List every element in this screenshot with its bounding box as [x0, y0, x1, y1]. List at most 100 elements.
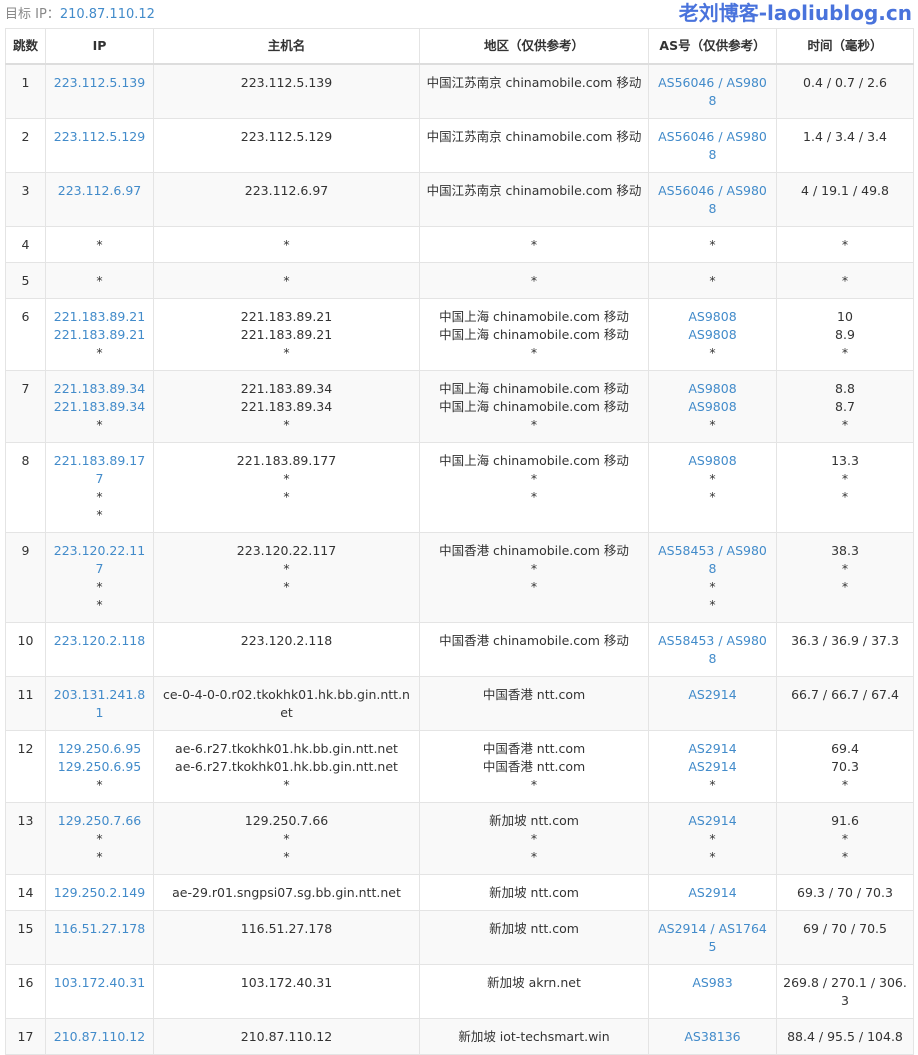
- hop-cell: 4: [5, 226, 46, 263]
- region-cell: 中国江苏南京 chinamobile.com 移动: [419, 172, 649, 227]
- as-link[interactable]: AS56046 / AS9808: [658, 75, 767, 108]
- ip-link[interactable]: 221.183.89.21: [53, 327, 146, 342]
- table-row: 16 103.172.40.31 103.172.40.31 新加坡 akrn.net…: [5, 964, 914, 1019]
- as-link[interactable]: AS56046 / AS9808: [658, 183, 767, 216]
- ip-link[interactable]: 223.120.2.118: [53, 633, 146, 648]
- ip-link[interactable]: 129.250.2.149: [53, 885, 146, 900]
- ip-link[interactable]: 223.112.5.139: [53, 75, 146, 90]
- region-value: *: [530, 831, 538, 846]
- as-link[interactable]: AS38136: [684, 1029, 741, 1044]
- time-cell: 4 / 19.1 / 49.8: [776, 172, 914, 227]
- ip-link[interactable]: 223.120.22.117: [53, 543, 146, 576]
- hop-cell: 5: [5, 262, 46, 299]
- as-value: *: [709, 273, 716, 288]
- time-value: 269.8 / 270.1 / 306.3: [783, 975, 907, 1008]
- table-row: 8 221.183.89.177 * * 221.183.89.177 * * 中国上海 ch…: [5, 442, 914, 533]
- as-link[interactable]: AS9808: [688, 381, 737, 396]
- as-link[interactable]: AS2914 / AS17645: [658, 921, 767, 954]
- time-value: 38.3: [831, 543, 859, 558]
- ip-link[interactable]: 223.112.5.129: [53, 129, 146, 144]
- target-ip-link[interactable]: 210.87.110.12: [59, 7, 155, 22]
- as-value: *: [709, 597, 716, 612]
- ip-cell: *: [45, 226, 154, 263]
- header-region: 地区（仅供参考）: [419, 28, 649, 65]
- time-cell: 36.3 / 36.9 / 37.3: [776, 622, 914, 677]
- ip-link[interactable]: 221.183.89.34: [53, 381, 146, 396]
- ip-value: *: [96, 345, 103, 360]
- ip-link[interactable]: 223.112.6.97: [57, 183, 142, 198]
- ip-link[interactable]: 203.131.241.81: [53, 687, 146, 720]
- as-link[interactable]: AS2914: [688, 741, 737, 756]
- time-cell: *: [776, 262, 914, 299]
- ip-link[interactable]: 221.183.89.34: [53, 399, 146, 414]
- time-cell: 8.8 8.7 *: [776, 370, 914, 443]
- ip-cell: 129.250.6.95 129.250.6.95 *: [45, 730, 154, 803]
- ip-value: *: [96, 417, 103, 432]
- as-value: *: [709, 471, 716, 486]
- as-value: *: [709, 849, 716, 864]
- ip-link[interactable]: 116.51.27.178: [53, 921, 146, 936]
- hostname-cell: 221.183.89.34 221.183.89.34 *: [153, 370, 420, 443]
- hostname-value: 223.112.5.129: [240, 129, 333, 144]
- hostname-value: *: [283, 579, 290, 594]
- time-value: 1.4 / 3.4 / 3.4: [803, 129, 887, 144]
- as-cell: AS56046 / AS9808: [648, 118, 777, 173]
- region-value: 中国香港 ntt.com: [482, 687, 586, 702]
- ip-link[interactable]: 210.87.110.12: [53, 1029, 146, 1044]
- as-link[interactable]: AS2914: [688, 687, 737, 702]
- table-row: 13 129.250.7.66 * * 129.250.7.66 * * 新加坡 ntt.co…: [5, 802, 914, 875]
- hostname-cell: ae-29.r01.sngpsi07.sg.bb.gin.ntt.net: [153, 874, 420, 911]
- as-link[interactable]: AS9808: [688, 399, 737, 414]
- hop-cell: 14: [5, 874, 46, 911]
- ip-link[interactable]: 221.183.89.21: [53, 309, 146, 324]
- region-cell: 新加坡 ntt.com: [419, 910, 649, 965]
- table-row: 15 116.51.27.178 116.51.27.178 新加坡 ntt.com A…: [5, 910, 914, 965]
- as-link[interactable]: AS2914: [688, 813, 737, 828]
- ip-link[interactable]: 129.250.6.95: [57, 741, 142, 756]
- as-link[interactable]: AS9808: [688, 309, 737, 324]
- as-link[interactable]: AS9808: [688, 327, 737, 342]
- ip-link[interactable]: 129.250.7.66: [57, 813, 142, 828]
- as-link[interactable]: AS58453 / AS9808: [658, 633, 767, 666]
- time-value: *: [841, 345, 849, 360]
- time-value: *: [841, 831, 849, 846]
- as-link[interactable]: AS9808: [688, 453, 737, 468]
- ip-link[interactable]: 221.183.89.177: [53, 453, 146, 486]
- time-value: 0.4 / 0.7 / 2.6: [803, 75, 887, 90]
- as-link[interactable]: AS2914: [688, 885, 737, 900]
- as-link[interactable]: AS2914: [688, 759, 737, 774]
- ip-link[interactable]: 129.250.6.95: [57, 759, 142, 774]
- ip-value: *: [96, 489, 103, 504]
- as-link[interactable]: AS983: [692, 975, 733, 990]
- ip-cell: 223.112.5.139: [45, 63, 154, 119]
- region-cell: 新加坡 ntt.com: [419, 874, 649, 911]
- table-row: 9 223.120.22.117 * * 223.120.22.117 * * 中国香港 ch…: [5, 532, 914, 623]
- table-header-row: 跳数 IP 主机名 地区（仅供参考） AS号（仅供参考） 时间（毫秒）: [5, 28, 914, 65]
- ip-link[interactable]: 103.172.40.31: [53, 975, 146, 990]
- as-cell: AS2914 AS2914 *: [648, 730, 777, 803]
- hostname-value: 129.250.7.66: [244, 813, 329, 828]
- region-value: 中国上海 chinamobile.com 移动: [439, 453, 629, 468]
- ip-value: *: [96, 777, 103, 792]
- as-link[interactable]: AS56046 / AS9808: [658, 129, 767, 162]
- as-cell: AS58453 / AS9808: [648, 622, 777, 677]
- as-link[interactable]: AS58453 / AS9808: [658, 543, 767, 576]
- time-value: *: [841, 471, 849, 486]
- region-value: *: [530, 273, 538, 288]
- hostname-value: 223.120.22.117: [236, 543, 337, 558]
- time-value: 69.3 / 70 / 70.3: [797, 885, 893, 900]
- time-cell: 1.4 / 3.4 / 3.4: [776, 118, 914, 173]
- as-value: *: [709, 831, 716, 846]
- time-cell: 69 / 70 / 70.5: [776, 910, 914, 965]
- hostname-value: 221.183.89.21: [240, 327, 333, 342]
- region-value: 新加坡 iot-techsmart.win: [458, 1029, 610, 1044]
- as-value: *: [709, 237, 716, 252]
- hop-cell: 3: [5, 172, 46, 227]
- hostname-value: 210.87.110.12: [240, 1029, 333, 1044]
- as-cell: AS2914 / AS17645: [648, 910, 777, 965]
- table-row: 11 203.131.241.81 ce-0-4-0-0.r02.tkokhk01.…: [5, 676, 914, 731]
- hostname-value: *: [283, 489, 290, 504]
- as-value: *: [709, 345, 716, 360]
- region-cell: 中国香港 chinamobile.com 移动 * *: [419, 532, 649, 623]
- ip-value: *: [96, 507, 103, 522]
